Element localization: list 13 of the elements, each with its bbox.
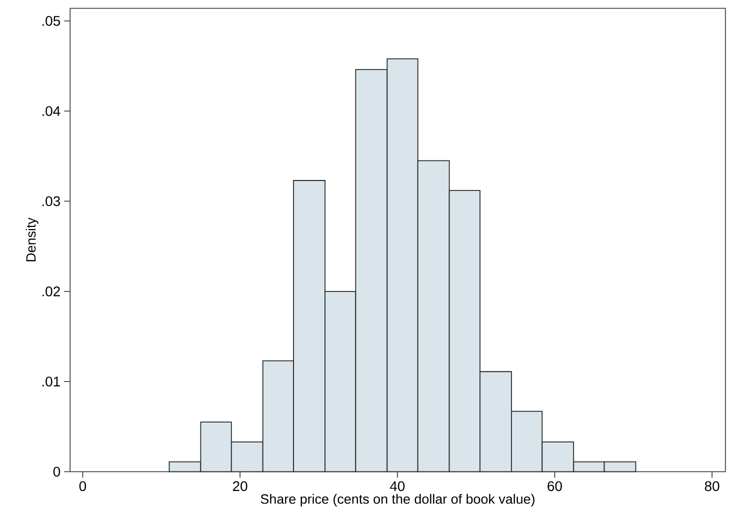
x-tick-label: 40: [390, 481, 405, 492]
x-tick-label: 0: [79, 481, 86, 492]
y-axis-title: Density: [26, 218, 38, 262]
x-axis-title: Share price (cents on the dollar of book value): [260, 494, 534, 506]
y-tick-label: 0: [53, 466, 60, 477]
y-tick-label: .04: [42, 106, 60, 116]
y-tick-label: .03: [42, 196, 60, 206]
x-tick-label: 20: [232, 481, 248, 492]
y-tick-label: .01: [42, 376, 60, 386]
y-tick-label: .05: [42, 16, 60, 26]
x-tick-label: 60: [548, 481, 562, 492]
x-tick-label: 80: [704, 481, 720, 492]
y-tick-label: .02: [42, 286, 60, 296]
